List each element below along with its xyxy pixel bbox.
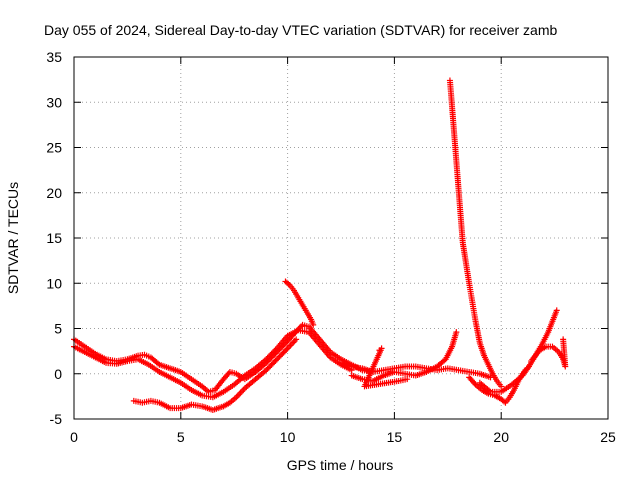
data-point [267,352,274,359]
x-tick-label: 15 [387,429,403,445]
data-point [293,336,300,343]
data-point [283,346,290,353]
data-point [269,360,276,367]
x-tick-label: 5 [177,429,185,445]
data-point [268,350,275,357]
data-point [263,367,270,374]
series-track-main-1 [71,321,377,395]
data-point [264,354,271,361]
data-point [271,358,278,365]
series-track-main-2 [71,327,355,401]
x-tick-label: 0 [70,429,78,445]
series-track-spike-10 [282,278,317,328]
y-tick-label: 35 [46,49,62,65]
data-point [263,356,270,363]
series-track-rise-21 [476,307,560,395]
x-tick-label: 20 [493,429,509,445]
data-point [272,357,279,364]
y-tick-label: 30 [46,94,62,110]
data-point [268,361,275,368]
y-tick-label: -5 [50,411,63,427]
axis-ticks: 0 5 10 15 20 25 -5 0 5 10 15 20 25 30 35 [46,49,616,445]
series-track-spike-18 [446,77,505,390]
data-point [265,364,272,371]
data-point [310,321,317,328]
data-points [71,77,569,413]
y-tick-label: 15 [46,230,62,246]
series-track-low [130,336,300,413]
series-track-flat-2 [348,329,460,384]
data-point [279,350,286,357]
data-point [276,353,283,360]
y-tick-label: 10 [46,275,62,291]
data-point [281,348,288,355]
data-point [277,352,284,359]
y-tick-label: 5 [54,321,62,337]
data-point [453,329,460,336]
data-point [273,356,280,363]
data-point [267,363,274,370]
x-axis-label: GPS time / hours [287,457,394,473]
data-point [560,336,567,343]
y-tick-label: 20 [46,185,62,201]
y-tick-label: 0 [54,366,62,382]
data-point [280,349,287,356]
series-track-end [528,336,569,370]
x-tick-label: 10 [280,429,296,445]
series-track-bumps [361,345,411,390]
data-point [271,348,278,355]
data-point [404,376,411,383]
data-point [498,383,505,390]
data-point [265,353,272,360]
data-point [264,365,271,372]
data-point [269,349,276,356]
data-point [553,307,560,314]
x-tick-label: 25 [600,429,616,445]
data-point [275,354,282,361]
y-tick-label: 25 [46,140,62,156]
chart-title: Day 055 of 2024, Sidereal Day-to-day VTE… [44,22,557,38]
y-axis-label: SDTVAR / TECUs [5,182,21,294]
data-point [272,346,279,353]
grid-lines [74,57,608,419]
